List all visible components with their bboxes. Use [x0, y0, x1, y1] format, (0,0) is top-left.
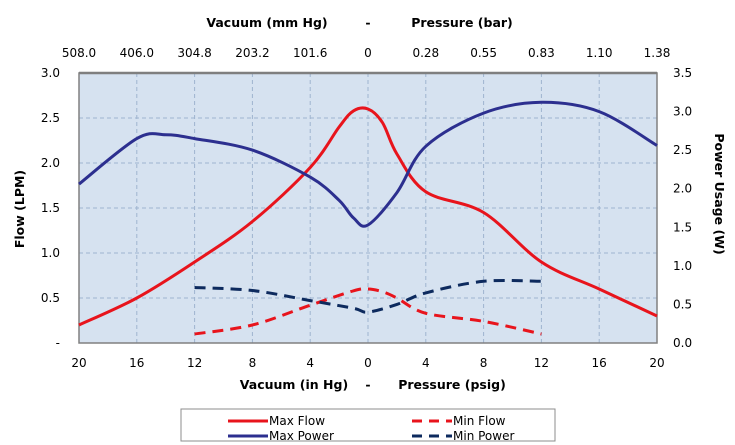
top-axis-title-right: Pressure (bar)	[411, 15, 513, 30]
top-axis-title-left: Vacuum (mm Hg)	[206, 15, 327, 30]
series-max-flow	[78, 106, 658, 327]
right-tick-label-5: 2.5	[673, 143, 692, 157]
right-tick-label-6: 3.0	[673, 105, 692, 119]
legend-label-1: Min Flow	[453, 414, 506, 428]
top-tick-label-10: 1.38	[644, 46, 671, 60]
right-tick-label-4: 2.0	[673, 182, 692, 196]
y-right-axis-label: Power Usage (W)	[712, 133, 727, 254]
legend-label-0: Max Flow	[269, 414, 325, 428]
bottom-axis-title-left: Vacuum (in Hg)	[240, 377, 348, 392]
bottom-axis-title-sep: -	[365, 377, 370, 392]
top-tick-label-9: 1.10	[586, 46, 613, 60]
right-tick-label-0: 0.0	[673, 336, 692, 350]
left-tick-label-5: 2.5	[41, 111, 60, 125]
bottom-tick-label-10: 20	[649, 356, 664, 370]
right-tick-label-1: 0.5	[673, 297, 692, 311]
series-min-flow	[194, 287, 542, 336]
right-tick-label-2: 1.0	[673, 259, 692, 273]
top-tick-label-6: 0.28	[412, 46, 439, 60]
top-tick-label-3: 203.2	[235, 46, 269, 60]
left-tick-label-2: 1.0	[41, 246, 60, 260]
top-tick-label-1: 406.0	[120, 46, 154, 60]
top-tick-label-8: 0.83	[528, 46, 555, 60]
left-tick-label-0: -	[56, 336, 60, 350]
left-tick-label-3: 1.5	[41, 201, 60, 215]
series-max-power	[78, 100, 658, 228]
left-tick-label-6: 3.0	[41, 66, 60, 80]
top-axis-title: Vacuum (mm Hg) - Pressure (bar)	[206, 15, 512, 30]
bottom-tick-label-2: 12	[187, 356, 202, 370]
bottom-tick-label-9: 16	[592, 356, 607, 370]
top-axis-title-sep: -	[365, 15, 370, 30]
bottom-axis-title: Vacuum (in Hg) - Pressure (psig)	[240, 377, 506, 392]
bottom-axis-title-right: Pressure (psig)	[398, 377, 506, 392]
legend: Max Flow Min Flow Max Power Min Power	[180, 408, 556, 443]
right-tick-label-7: 3.5	[673, 66, 692, 80]
bottom-tick-label-1: 16	[129, 356, 144, 370]
bottom-tick-label-6: 4	[422, 356, 430, 370]
left-tick-label-4: 2.0	[41, 156, 60, 170]
plot-area	[78, 71, 658, 344]
top-tick-label-7: 0.55	[470, 46, 497, 60]
bottom-tick-label-8: 12	[534, 356, 549, 370]
legend-label-3: Min Power	[453, 429, 514, 443]
top-tick-label-4: 101.6	[293, 46, 327, 60]
top-tick-label-2: 304.8	[177, 46, 211, 60]
bottom-tick-label-4: 4	[306, 356, 314, 370]
series-min-power	[194, 278, 542, 314]
right-tick-label-3: 1.5	[673, 220, 692, 234]
bottom-tick-label-3: 8	[249, 356, 257, 370]
bottom-tick-label-5: 0	[364, 356, 372, 370]
top-tick-label-5: 0	[364, 46, 372, 60]
top-tick-label-0: 508.0	[62, 46, 96, 60]
tick-labels: 20 16 12 8 4 0 4 8 12 16 20 508.0 406.0 304.8 203.2 101…	[41, 46, 692, 370]
bottom-tick-label-0: 20	[71, 356, 86, 370]
y-left-axis-label: Flow (LPM)	[12, 170, 27, 248]
left-tick-label-1: 0.5	[41, 291, 60, 305]
bottom-tick-label-7: 8	[480, 356, 488, 370]
legend-label-2: Max Power	[269, 429, 334, 443]
